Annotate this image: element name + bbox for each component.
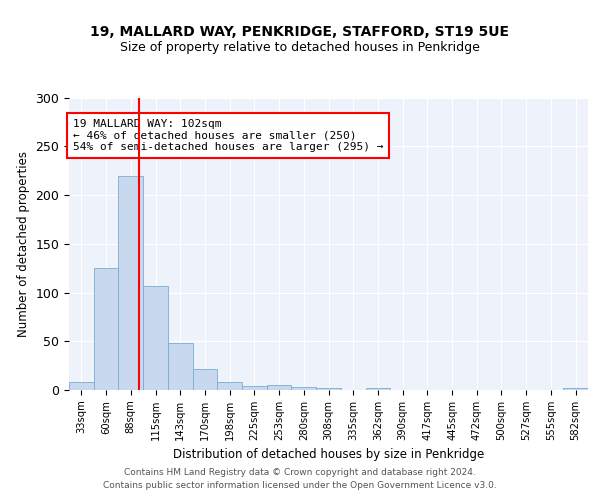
- X-axis label: Distribution of detached houses by size in Penkridge: Distribution of detached houses by size …: [173, 448, 484, 462]
- Bar: [292, 387, 316, 390]
- Bar: [94, 268, 118, 390]
- Text: 19 MALLARD WAY: 102sqm
← 46% of detached houses are smaller (250)
54% of semi-de: 19 MALLARD WAY: 102sqm ← 46% of detached…: [73, 119, 383, 152]
- Bar: [69, 382, 94, 390]
- Text: 19, MALLARD WAY, PENKRIDGE, STAFFORD, ST19 5UE: 19, MALLARD WAY, PENKRIDGE, STAFFORD, ST…: [91, 26, 509, 40]
- Y-axis label: Number of detached properties: Number of detached properties: [17, 151, 30, 337]
- Text: Contains public sector information licensed under the Open Government Licence v3: Contains public sector information licen…: [103, 482, 497, 490]
- Bar: [143, 286, 168, 390]
- Text: Contains HM Land Registry data © Crown copyright and database right 2024.: Contains HM Land Registry data © Crown c…: [124, 468, 476, 477]
- Bar: [267, 385, 292, 390]
- Bar: [563, 388, 588, 390]
- Bar: [217, 382, 242, 390]
- Text: Size of property relative to detached houses in Penkridge: Size of property relative to detached ho…: [120, 41, 480, 54]
- Bar: [168, 343, 193, 390]
- Bar: [193, 368, 217, 390]
- Bar: [118, 176, 143, 390]
- Bar: [316, 388, 341, 390]
- Bar: [365, 388, 390, 390]
- Bar: [242, 386, 267, 390]
